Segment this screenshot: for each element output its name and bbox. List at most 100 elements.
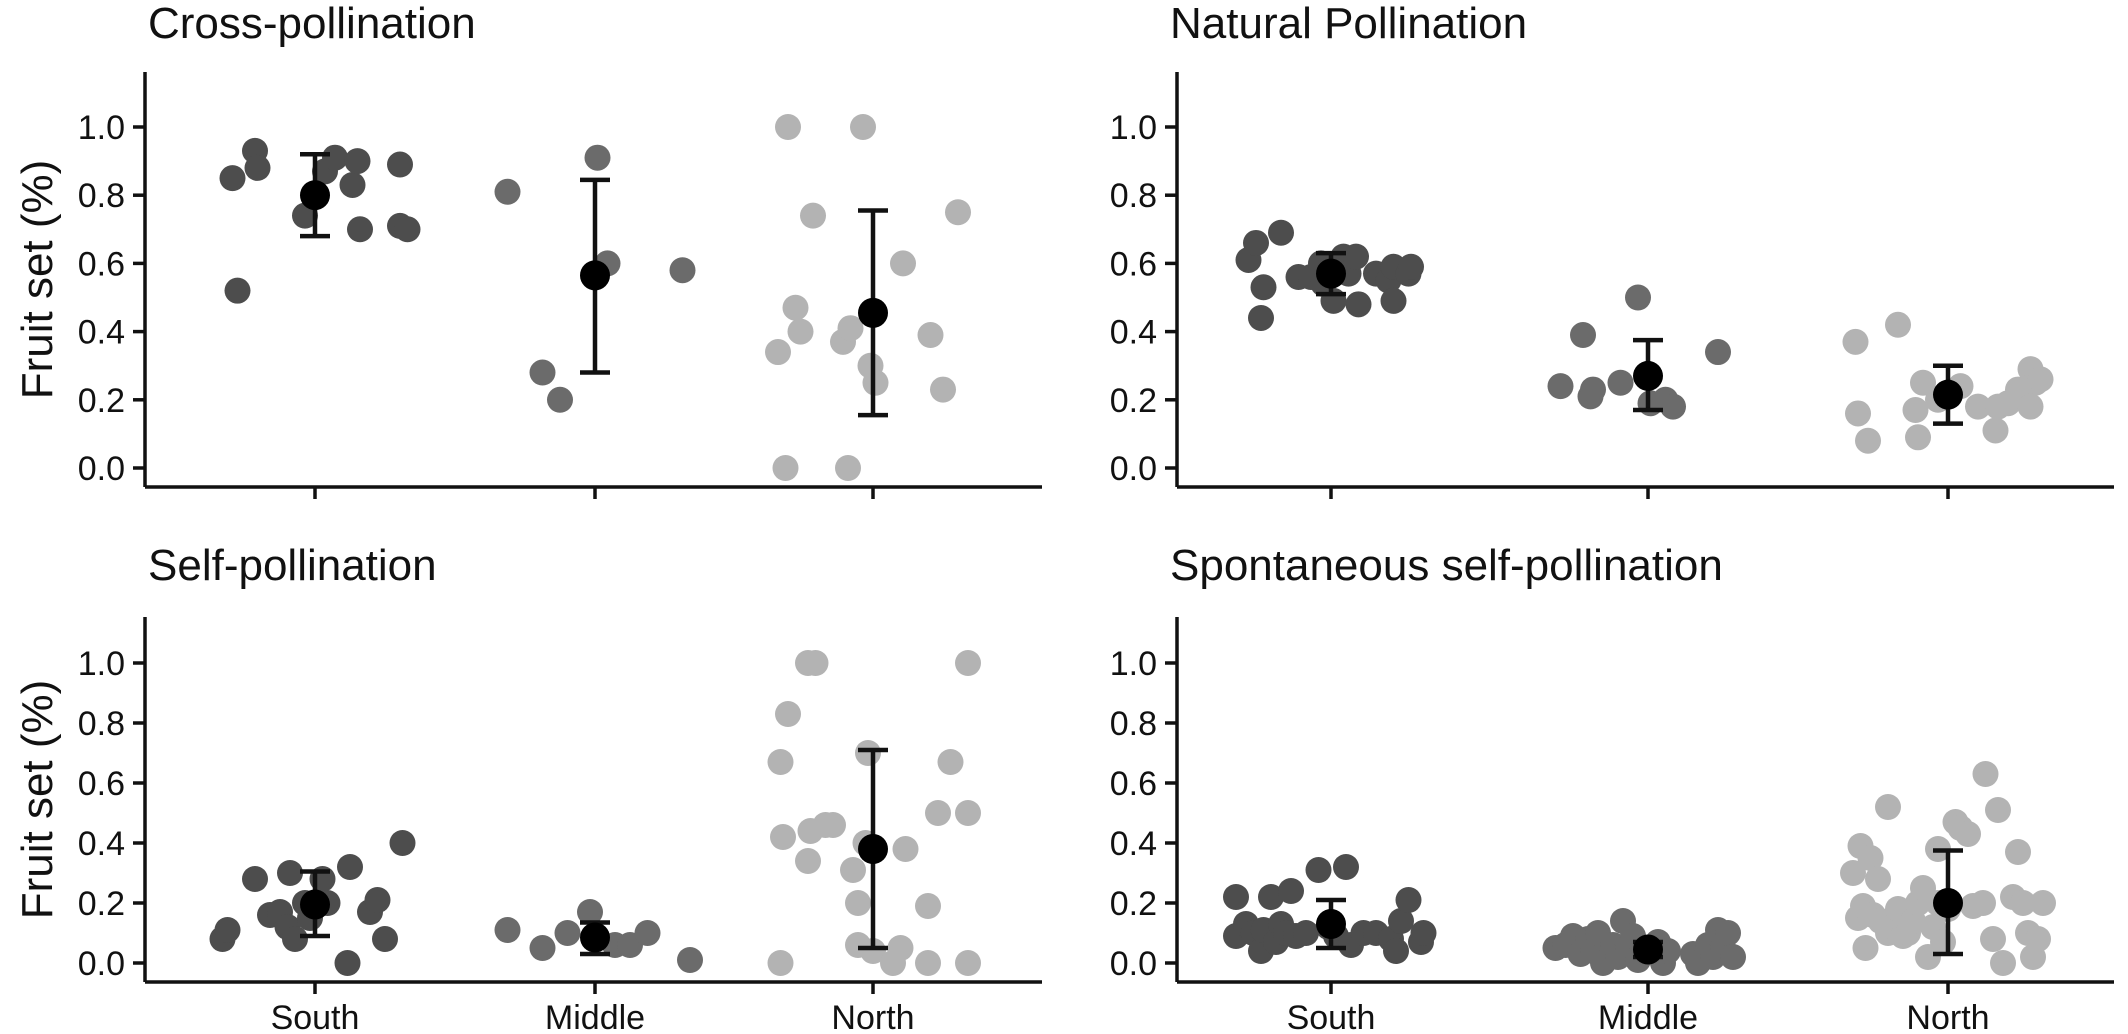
series-north [1842,311,2054,454]
series-middle [494,899,703,973]
data-point [892,836,919,862]
panel-3: Self-pollination 0.0 0.2 0.4 0.6 0.8 1.0 Fruit … [13,541,1042,1034]
data-point [1980,926,2006,952]
data-point [2027,366,2054,393]
y-tick-label: 1.0 [78,645,125,683]
data-point [2017,393,2044,420]
panel-title: Self-pollination [148,541,437,590]
data-point [364,887,391,913]
data-point [224,277,251,304]
data-point [1875,794,1901,820]
data-point [394,216,421,243]
data-point [800,202,826,229]
data-point [1902,397,1929,424]
y-tick-label: 0.8 [78,705,125,743]
data-point [1720,944,1746,970]
data-point [1840,860,1866,886]
data-point [1852,935,1879,961]
data-point [840,857,866,883]
data-point [770,824,796,850]
data-point [334,950,361,976]
data-point [1982,417,2009,444]
data-point [244,154,271,181]
data-point [529,935,556,961]
panel-4: Spontaneous self-pollination 0.0 0.2 0.4 0.6… [1110,541,2114,1034]
y-axis-label: Fruit set (%) [13,680,62,920]
y-axis-label: Fruit set (%) [13,160,62,400]
mean-point [300,889,330,920]
mean-point [1633,934,1663,965]
data-point [1333,854,1359,880]
data-point [775,701,801,727]
mean-point [858,297,888,328]
data-point [282,926,308,952]
series-north [1840,761,2056,976]
mean-point [580,260,610,291]
data-point [322,144,348,171]
data-point [1398,253,1424,280]
data-point [1972,761,1999,787]
series-north [765,114,971,481]
data-point [925,800,951,826]
data-point [860,938,886,964]
data-point [1278,878,1304,904]
data-point [554,920,581,946]
data-point [835,455,861,481]
data-point [1580,376,1606,403]
y-tick-label: 0.0 [1110,945,1157,983]
data-point [242,866,268,892]
data-point [1715,920,1741,946]
data-point [782,294,809,321]
x-tick-label-middle: Middle [1598,999,1698,1034]
data-point [1705,339,1731,366]
data-point [1243,229,1269,256]
x-tick-label-north: North [1906,999,1989,1034]
data-point [669,257,696,284]
data-point [1223,884,1249,910]
data-point [1410,920,1437,946]
data-point [1320,287,1347,314]
mean-point [1933,888,1963,918]
y-tick-label: 0.8 [78,177,125,215]
data-point [1250,274,1277,301]
data-point [862,369,889,396]
series-south [1235,219,1424,331]
data-point [1855,427,1881,454]
data-point [214,917,241,943]
data-point [855,740,881,766]
data-point [1857,845,1884,871]
series-south [219,137,421,304]
series-south [209,830,416,976]
y-tick-label: 1.0 [1110,109,1157,147]
data-point [1625,284,1651,311]
y-tick-label: 0.0 [78,945,125,983]
data-point [1258,884,1284,910]
data-point [937,749,964,775]
data-point [945,199,971,226]
series-middle [494,144,696,413]
data-point [772,455,799,481]
data-point [930,376,956,403]
data-point [1985,797,2011,823]
y-tick-label: 0.6 [78,765,125,803]
series-south [1223,854,1437,964]
panel-2: Natural Pollination 0.0 0.2 0.4 0.6 0.8 1.0 [1110,0,2114,499]
y-tick-label: 0.2 [78,885,125,923]
data-point [1607,369,1634,396]
y-tick-label: 0.6 [78,245,125,283]
data-point [347,216,373,243]
data-point [389,830,416,856]
data-point [887,935,914,961]
data-point [765,339,791,366]
data-point [915,950,941,976]
data-point [1293,920,1319,946]
data-point [837,315,864,342]
data-point [767,950,794,976]
panel-1: Cross-pollination 0.0 0.2 0.4 0.6 0.8 1.0 Fruit… [13,0,1042,499]
y-tick-label: 0.8 [1110,705,1157,743]
data-point [1268,219,1294,246]
y-tick-label: 0.2 [1110,885,1157,923]
mean-point [1633,360,1663,391]
data-point [890,250,916,277]
data-point [344,148,371,175]
